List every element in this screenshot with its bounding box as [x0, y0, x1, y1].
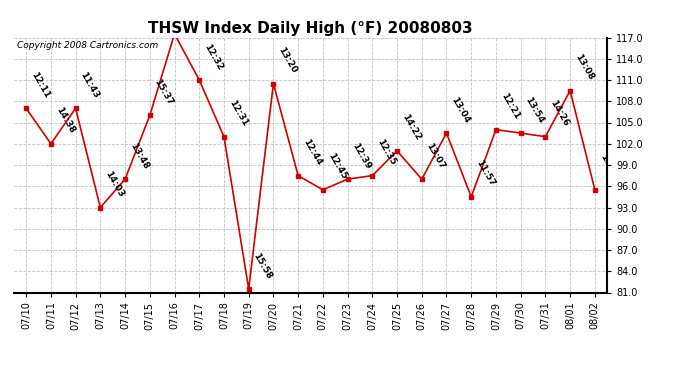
Text: 12:31: 12:31: [227, 99, 249, 128]
Text: 13:07: 13:07: [425, 141, 447, 171]
Text: 15:37: 15:37: [152, 78, 175, 107]
Text: 12:39: 12:39: [351, 141, 373, 171]
Text: 12:44: 12:44: [301, 138, 324, 167]
Text: 14:26: 14:26: [549, 99, 571, 128]
Text: 14:38: 14:38: [54, 106, 76, 135]
Text: 12:11: 12:11: [29, 70, 51, 100]
Text: 11:57: 11:57: [474, 159, 496, 188]
Text: Copyright 2008 Cartronics.com: Copyright 2008 Cartronics.com: [17, 41, 158, 50]
Text: 12:45: 12:45: [326, 152, 348, 181]
Text: 13:54: 13:54: [524, 95, 546, 124]
Text: 10:53: 10:53: [598, 152, 620, 181]
Text: 11:43: 11:43: [79, 70, 101, 100]
Title: THSW Index Daily High (°F) 20080803: THSW Index Daily High (°F) 20080803: [148, 21, 473, 36]
Text: 15:58: 15:58: [252, 251, 274, 280]
Text: 13:20: 13:20: [277, 46, 298, 75]
Text: 14:11: 14:11: [177, 0, 199, 26]
Text: 13:04: 13:04: [449, 95, 471, 124]
Text: 12:21: 12:21: [499, 92, 521, 121]
Text: 14:22: 14:22: [400, 113, 422, 142]
Text: 13:48: 13:48: [128, 141, 150, 171]
Text: 14:03: 14:03: [104, 170, 126, 199]
Text: 12:35: 12:35: [375, 138, 397, 167]
Text: 13:08: 13:08: [573, 53, 595, 82]
Text: 12:32: 12:32: [202, 42, 224, 72]
